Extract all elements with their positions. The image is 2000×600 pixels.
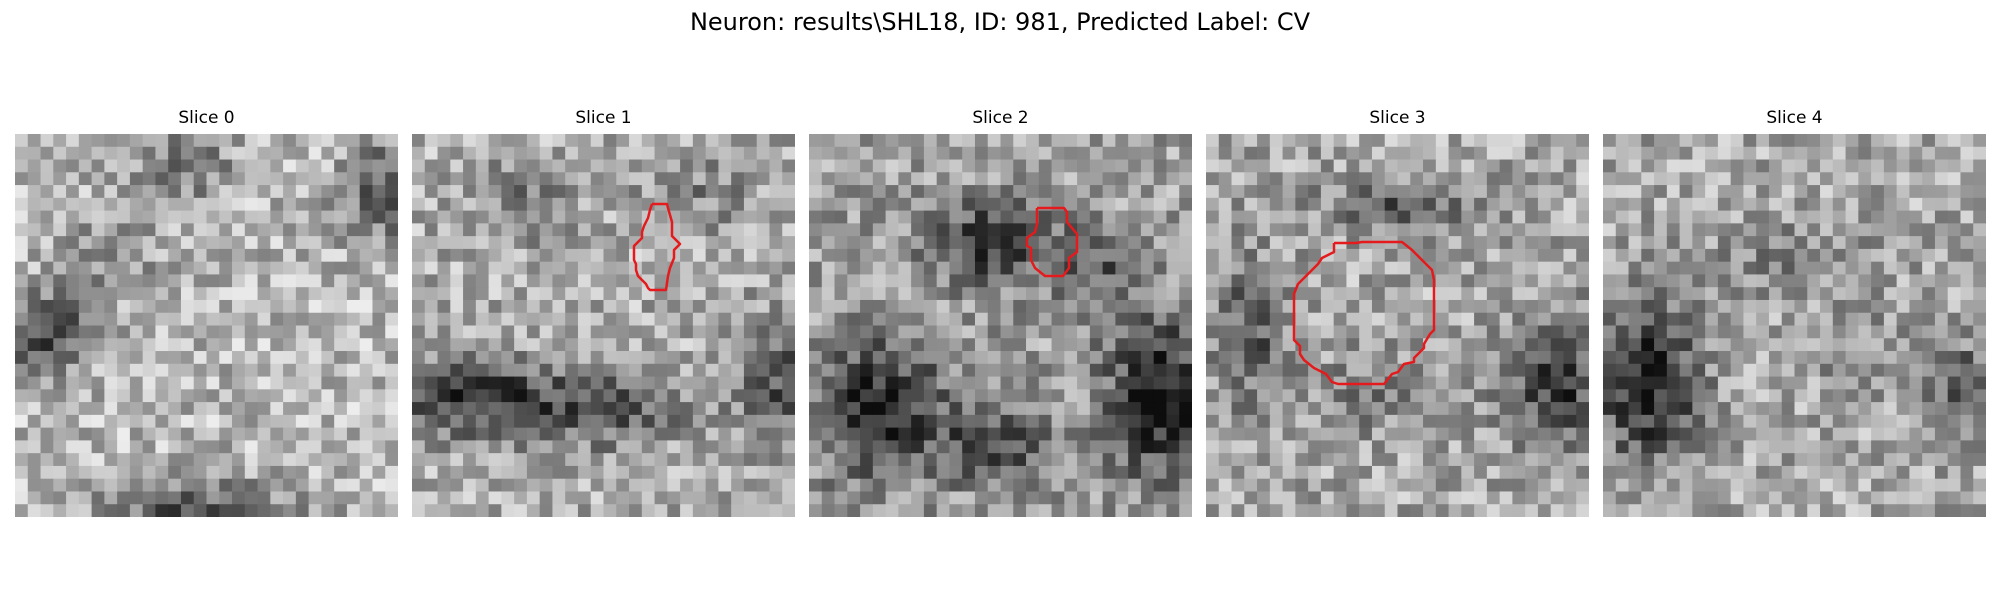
slice-title-1: Slice 1	[575, 108, 632, 128]
slice-title-2: Slice 2	[972, 108, 1029, 128]
slice-title-0: Slice 0	[178, 108, 235, 128]
roi-contour-3	[1292, 240, 1436, 386]
slice-panel-2: Slice 2	[809, 108, 1192, 517]
slice-panel-4: Slice 4	[1603, 108, 1986, 517]
slice-image-4	[1603, 134, 1986, 517]
slice-svg-1	[412, 134, 795, 517]
slice-svg-2	[809, 134, 1192, 517]
slice-svg-0	[15, 134, 398, 517]
slice-panel-1: Slice 1	[412, 108, 795, 517]
slice-image-1	[412, 134, 795, 517]
slice-title-3: Slice 3	[1369, 108, 1426, 128]
slice-image-2	[809, 134, 1192, 517]
roi-contour-2	[1025, 206, 1079, 278]
slice-panel-3: Slice 3	[1206, 108, 1589, 517]
slice-image-3	[1206, 134, 1589, 517]
roi-contour-1	[632, 202, 682, 292]
slice-title-4: Slice 4	[1766, 108, 1823, 128]
slice-svg-4	[1603, 134, 1986, 517]
slice-image-0	[15, 134, 398, 517]
slice-panel-0: Slice 0	[15, 108, 398, 517]
figure-title: Neuron: results\SHL18, ID: 981, Predicte…	[689, 8, 1311, 36]
slice-svg-3	[1206, 134, 1589, 517]
